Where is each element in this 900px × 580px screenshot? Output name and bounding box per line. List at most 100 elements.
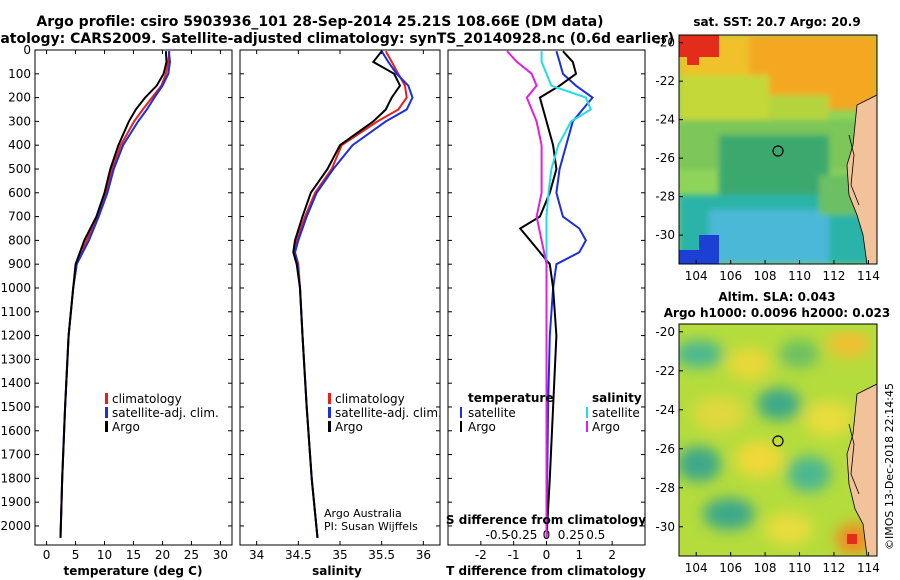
legend-climatology-sal: climatology (335, 392, 405, 406)
panel-difference: -2 -1 0 1 2-0.5-0.25 0 0.25 0.5 T difference fr… (446, 49, 646, 578)
panel-salinity: 34 34.5 35 35.5 36 salinity climatology sate… (239, 49, 442, 578)
t-diff-tick-label: -1 (508, 548, 520, 562)
x-tick-label: 20 (155, 548, 170, 562)
map-sla: Altim. SLA: 0.043 Argo h1000: 0.0096 h20… (655, 290, 890, 575)
depth-tick-label: 1600 (0, 424, 31, 438)
lon-tick-label: 108 (754, 561, 777, 575)
imos-credit: ©IMOS 13-Dec-2018 22:14:45 (883, 383, 896, 550)
series-line-argo-salinity (506, 50, 548, 538)
legend-temperature-panel: climatology satellite-adj. clim. Argo (105, 392, 219, 434)
legend-argo-temp: Argo (468, 420, 496, 434)
x-tick-label: 35 (332, 548, 347, 562)
lat-tick-label: -28 (655, 481, 675, 495)
s-diff-tick-label: 0.5 (586, 528, 605, 542)
profile-location-marker (772, 145, 784, 157)
profile-location-marker-sla (772, 435, 784, 447)
lat-tick-label: -22 (655, 74, 675, 88)
s-diff-tick-label: -0.5 (486, 528, 509, 542)
salinity-axis-label: salinity (312, 564, 362, 578)
lon-tick-label: 106 (719, 561, 742, 575)
t-diff-tick-label: 0 (543, 548, 551, 562)
legend-difference-temperature: temperature satellite Argo (460, 391, 553, 434)
x-tick-label: 36 (416, 548, 431, 562)
x-tick-label: 34.5 (285, 548, 312, 562)
series-line-argo (292, 50, 402, 538)
legend-temperature-heading: temperature (468, 391, 553, 405)
x-tick-label: 15 (126, 548, 141, 562)
t-diff-tick-label: -2 (475, 548, 487, 562)
x-tick-label: 35.5 (368, 548, 395, 562)
x-tick-label: 30 (213, 548, 228, 562)
temperature-axis-label: temperature (deg C) (64, 564, 203, 578)
legend-satellite-sal: satellite (592, 406, 640, 420)
map-sst: sat. SST: 20.7 Argo: 20.9 104 106 (655, 15, 879, 283)
s-diff-tick-label: 0.25 (558, 528, 585, 542)
lon-tick-label: 114 (857, 561, 880, 575)
legend-salinity-panel: climatology satellite-adj. clim. Argo (328, 392, 442, 434)
legend-climatology: climatology (112, 392, 182, 406)
sla-map-subtitle: Argo h1000: 0.0096 h2000: 0.023 (664, 306, 891, 320)
depth-tick-label: 1200 (0, 329, 31, 343)
lon-tick-label: 104 (685, 269, 708, 283)
title-line-1: Argo profile: csiro 5903936_101 28-Sep-2… (36, 14, 603, 30)
legend-difference-salinity: salinity satellite Argo (586, 391, 642, 434)
title-line-2: Climatology: CARS2009. Satellite-adjuste… (0, 31, 674, 47)
t-diff-tick-label: 2 (608, 548, 616, 562)
depth-tick-label: 1400 (0, 376, 31, 390)
depth-tick-label: 800 (8, 233, 31, 247)
depth-tick-label: 2000 (0, 519, 31, 533)
credit-argo-australia: Argo Australia (324, 507, 402, 520)
depth-tick-label: 700 (8, 210, 31, 224)
depth-tick-label: 1800 (0, 471, 31, 485)
s-diff-tick-label: -0.25 (506, 528, 537, 542)
depth-tick-label: 500 (8, 162, 31, 176)
lat-tick-label: -28 (655, 190, 675, 204)
credit-pi: PI: Susan Wijffels (324, 520, 418, 533)
depth-tick-label: 200 (8, 91, 31, 105)
series-line-satellite-temperature (545, 50, 594, 538)
lat-tick-label: -30 (655, 520, 675, 534)
lat-tick-label: -20 (655, 36, 675, 50)
x-tick-label: 10 (97, 548, 112, 562)
depth-tick-label: 900 (8, 257, 31, 271)
depth-tick-label: 400 (8, 138, 31, 152)
t-difference-axis-label: T difference from climatology (446, 564, 646, 578)
lon-tick-label: 112 (823, 269, 846, 283)
depth-tick-label: 1000 (0, 281, 31, 295)
x-tick-label: 34 (249, 548, 264, 562)
depth-tick-label: 1100 (0, 305, 31, 319)
depth-tick-label: 1300 (0, 352, 31, 366)
legend-argo-sal: Argo (592, 420, 620, 434)
depth-tick-label: 1900 (0, 495, 31, 509)
lat-tick-label: -22 (655, 364, 675, 378)
depth-tick-label: 1700 (0, 448, 31, 462)
depth-tick-label: 600 (8, 186, 31, 200)
lon-tick-label: 110 (788, 269, 811, 283)
series-line-argo (59, 51, 168, 538)
lon-tick-label: 112 (823, 561, 846, 575)
depth-tick-label: 100 (8, 67, 31, 81)
lat-tick-label: -26 (655, 442, 675, 456)
lat-tick-label: -24 (655, 403, 675, 417)
s-difference-axis-label: S difference from climatology (446, 513, 646, 527)
legend-argo-sal: Argo (335, 420, 363, 434)
x-tick-label: 0 (43, 548, 51, 562)
lat-tick-label: -24 (655, 113, 675, 127)
x-tick-label: 5 (72, 548, 80, 562)
panel-temperature: 0100200300400500600700800900100011001200… (0, 43, 233, 578)
lon-tick-label: 108 (754, 269, 777, 283)
legend-satellite-adj-sal: satellite-adj. clim. (335, 406, 442, 420)
depth-tick-label: 300 (8, 114, 31, 128)
legend-satellite-adj: satellite-adj. clim. (112, 406, 219, 420)
lat-tick-label: -20 (655, 325, 675, 339)
t-diff-tick-label: 1 (576, 548, 584, 562)
sst-map-title: sat. SST: 20.7 Argo: 20.9 (693, 15, 860, 29)
lon-tick-label: 114 (857, 269, 880, 283)
lat-tick-label: -30 (655, 228, 675, 242)
legend-argo: Argo (112, 420, 140, 434)
depth-tick-label: 1500 (0, 400, 31, 414)
lon-tick-label: 104 (685, 561, 708, 575)
depth-tick-label: 0 (23, 43, 31, 57)
sla-map-title: Altim. SLA: 0.043 (718, 290, 835, 304)
